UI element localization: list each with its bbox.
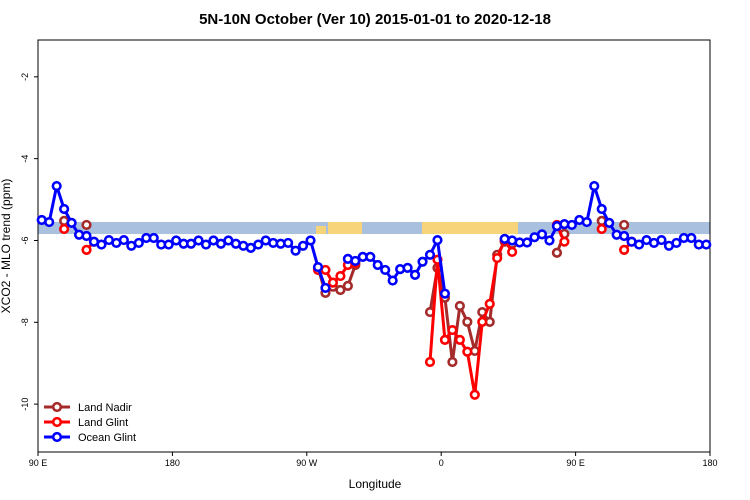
point	[551, 247, 563, 258]
x-tick-label: 180	[702, 458, 717, 468]
point	[372, 259, 383, 271]
point	[402, 262, 413, 273]
point	[424, 356, 436, 368]
y-tick-label: -2	[20, 73, 30, 81]
point	[283, 237, 294, 249]
point	[701, 239, 712, 250]
point	[335, 270, 346, 282]
legend-marker	[51, 401, 63, 413]
legend-label: Land Nadir	[78, 402, 132, 414]
point	[492, 252, 503, 264]
point	[320, 282, 331, 294]
point	[439, 288, 451, 299]
y-tick-label: -8	[20, 318, 30, 326]
y-tick-label: -4	[20, 155, 30, 163]
point	[350, 255, 361, 267]
point	[454, 334, 465, 345]
legend-label: Ocean Glint	[78, 432, 136, 444]
point	[66, 217, 77, 228]
point	[200, 239, 212, 250]
point	[44, 216, 55, 228]
y-tick-label: -6	[20, 236, 30, 244]
x-tick-label: 90 E	[566, 458, 585, 468]
point	[686, 232, 697, 244]
x-tick-label: 90 E	[29, 458, 48, 468]
x-tick-label: 180	[165, 458, 180, 468]
point	[469, 389, 480, 400]
point	[312, 261, 324, 273]
point	[253, 239, 264, 250]
point	[335, 284, 346, 296]
point	[118, 234, 129, 246]
point	[447, 324, 458, 336]
point	[417, 256, 428, 267]
point	[148, 232, 159, 244]
point	[604, 217, 615, 228]
land-patch	[316, 226, 326, 234]
point	[81, 244, 92, 255]
point	[365, 251, 376, 262]
point	[447, 356, 458, 368]
point	[633, 239, 645, 250]
point	[566, 219, 577, 231]
point	[521, 237, 533, 248]
point	[619, 244, 630, 255]
point	[133, 237, 144, 249]
point	[454, 300, 465, 312]
x-tick-label: 0	[439, 458, 444, 468]
point	[559, 236, 570, 247]
point	[297, 240, 309, 251]
point	[671, 237, 682, 249]
point	[619, 230, 630, 242]
x-axis-label: Longitude	[349, 477, 402, 491]
point	[589, 180, 600, 192]
point	[193, 235, 204, 246]
point	[432, 234, 443, 246]
point	[507, 246, 518, 258]
point	[59, 223, 70, 235]
legend-marker	[51, 431, 63, 443]
land-patch	[422, 222, 518, 234]
chart-title: 5N-10N October (Ver 10) 2015-01-01 to 20…	[199, 11, 551, 28]
point	[380, 264, 391, 276]
legend-marker	[51, 416, 63, 428]
point	[581, 216, 592, 228]
point	[409, 269, 421, 280]
point	[163, 239, 174, 250]
point	[462, 316, 473, 327]
point	[81, 219, 92, 231]
series-line	[85, 224, 633, 395]
point	[81, 230, 92, 242]
x-tick-label: 90 W	[296, 458, 318, 468]
point	[96, 239, 107, 250]
y-tick-label: -10	[20, 398, 30, 411]
point	[596, 203, 607, 215]
legend-label: Land Glint	[78, 417, 128, 429]
point	[596, 223, 607, 235]
point	[462, 346, 473, 357]
point	[342, 280, 353, 291]
point	[544, 235, 555, 246]
point	[536, 229, 548, 240]
point	[656, 234, 667, 246]
point	[619, 219, 630, 231]
y-axis-label: XCO2 - MLO trend (ppm)	[0, 179, 13, 314]
point	[484, 298, 495, 309]
point	[290, 245, 301, 256]
point	[305, 235, 316, 246]
point	[477, 316, 488, 327]
series-line	[318, 225, 624, 362]
point	[59, 203, 70, 215]
point	[51, 180, 62, 192]
point	[327, 277, 339, 288]
point	[424, 249, 436, 260]
land-patch	[328, 222, 362, 234]
point	[439, 334, 451, 345]
point	[387, 275, 398, 286]
